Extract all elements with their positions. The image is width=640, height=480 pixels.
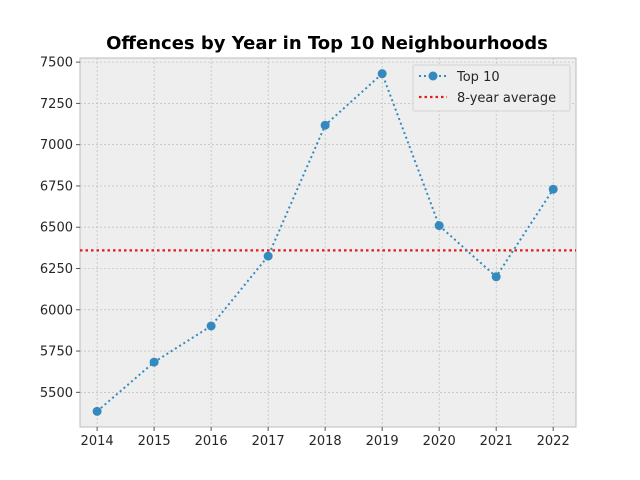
x-tick-label: 2016 [195,434,228,449]
y-tick-label: 5500 [40,386,73,401]
legend-box [412,64,571,112]
y-tick-label: 7500 [40,56,73,71]
x-tick-label: 2015 [138,434,171,449]
y-tick-label: 7250 [40,97,73,112]
y-tick-label: 6750 [40,179,73,194]
plot-area [79,57,577,428]
y-tick-label: 6000 [40,303,73,318]
y-tick-label: 5750 [40,345,73,360]
y-tick-label: 7000 [40,138,73,153]
data-point [377,69,387,79]
y-tick-label: 6250 [40,262,73,277]
data-point [263,251,273,261]
x-tick-label: 2021 [480,434,513,449]
legend: Top 10 8-year average [412,64,571,112]
data-point [434,221,444,231]
x-tick-label: 2018 [309,434,342,449]
legend-marker-top10 [428,71,438,81]
x-tick-label: 2019 [366,434,399,449]
legend-label-average: 8-year average [457,91,556,106]
x-tick-label: 2017 [252,434,285,449]
data-point [206,321,216,331]
y-tick-label: 6500 [40,221,73,236]
data-point [320,120,330,130]
data-point [92,406,102,416]
data-point [548,184,558,194]
chart-title: Offences by Year in Top 10 Neighbourhood… [106,33,548,54]
data-point [491,272,501,282]
legend-label-top10: Top 10 [456,70,500,85]
x-axis: 2014 2015 2016 2017 2018 2019 2020 2021 2022 [81,427,570,449]
x-tick-label: 2022 [537,434,570,449]
series-layer [92,69,558,416]
x-tick-label: 2014 [81,434,114,449]
grid [80,58,576,427]
data-point [149,357,159,367]
x-tick-label: 2020 [423,434,456,449]
y-axis: 5500 5750 6000 6250 6500 6750 7000 7250 7500 [40,56,80,401]
